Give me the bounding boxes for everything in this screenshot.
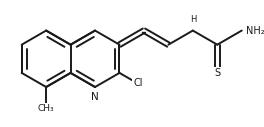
Text: NH₂: NH₂ <box>246 26 264 36</box>
Text: N: N <box>91 92 99 102</box>
Text: CH₃: CH₃ <box>38 104 54 113</box>
Text: Cl: Cl <box>133 78 143 89</box>
Text: S: S <box>214 68 220 78</box>
Text: H: H <box>190 14 196 23</box>
